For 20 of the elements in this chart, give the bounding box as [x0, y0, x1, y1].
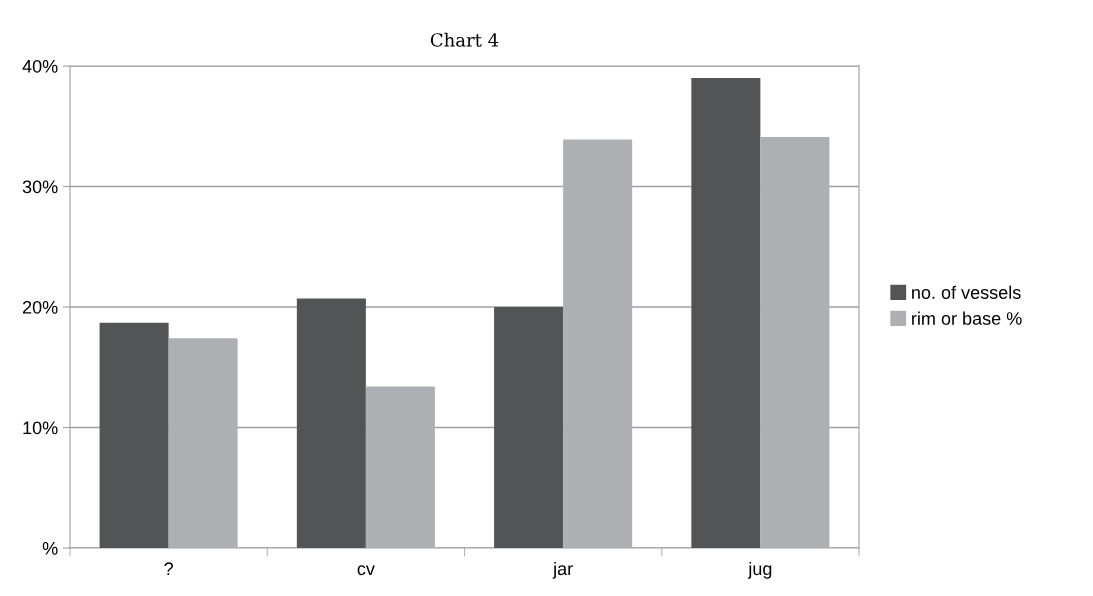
- bar: [760, 137, 830, 548]
- bar: [296, 298, 366, 548]
- legend-label: no. of vessels: [912, 285, 1021, 299]
- chart-title: Chart 4: [430, 32, 499, 47]
- x-tick-label: jar: [552, 561, 573, 579]
- y-tick-label: 10%: [23, 421, 58, 435]
- bar: [494, 307, 564, 548]
- bar: [365, 386, 435, 548]
- bar: [168, 338, 238, 548]
- bar: [691, 78, 761, 548]
- y-tick-label: 20%: [22, 300, 58, 314]
- y-tick-label: %: [42, 542, 58, 555]
- x-tick-label: ?: [164, 562, 173, 575]
- legend-label: rim or base %: [912, 311, 1022, 325]
- y-tick-label: 40%: [22, 59, 58, 73]
- x-tick-label: cv: [357, 565, 375, 576]
- x-tick-label: jug: [747, 561, 772, 579]
- bar: [99, 322, 169, 548]
- y-tick-label: 30%: [22, 180, 58, 194]
- bar: [563, 139, 633, 548]
